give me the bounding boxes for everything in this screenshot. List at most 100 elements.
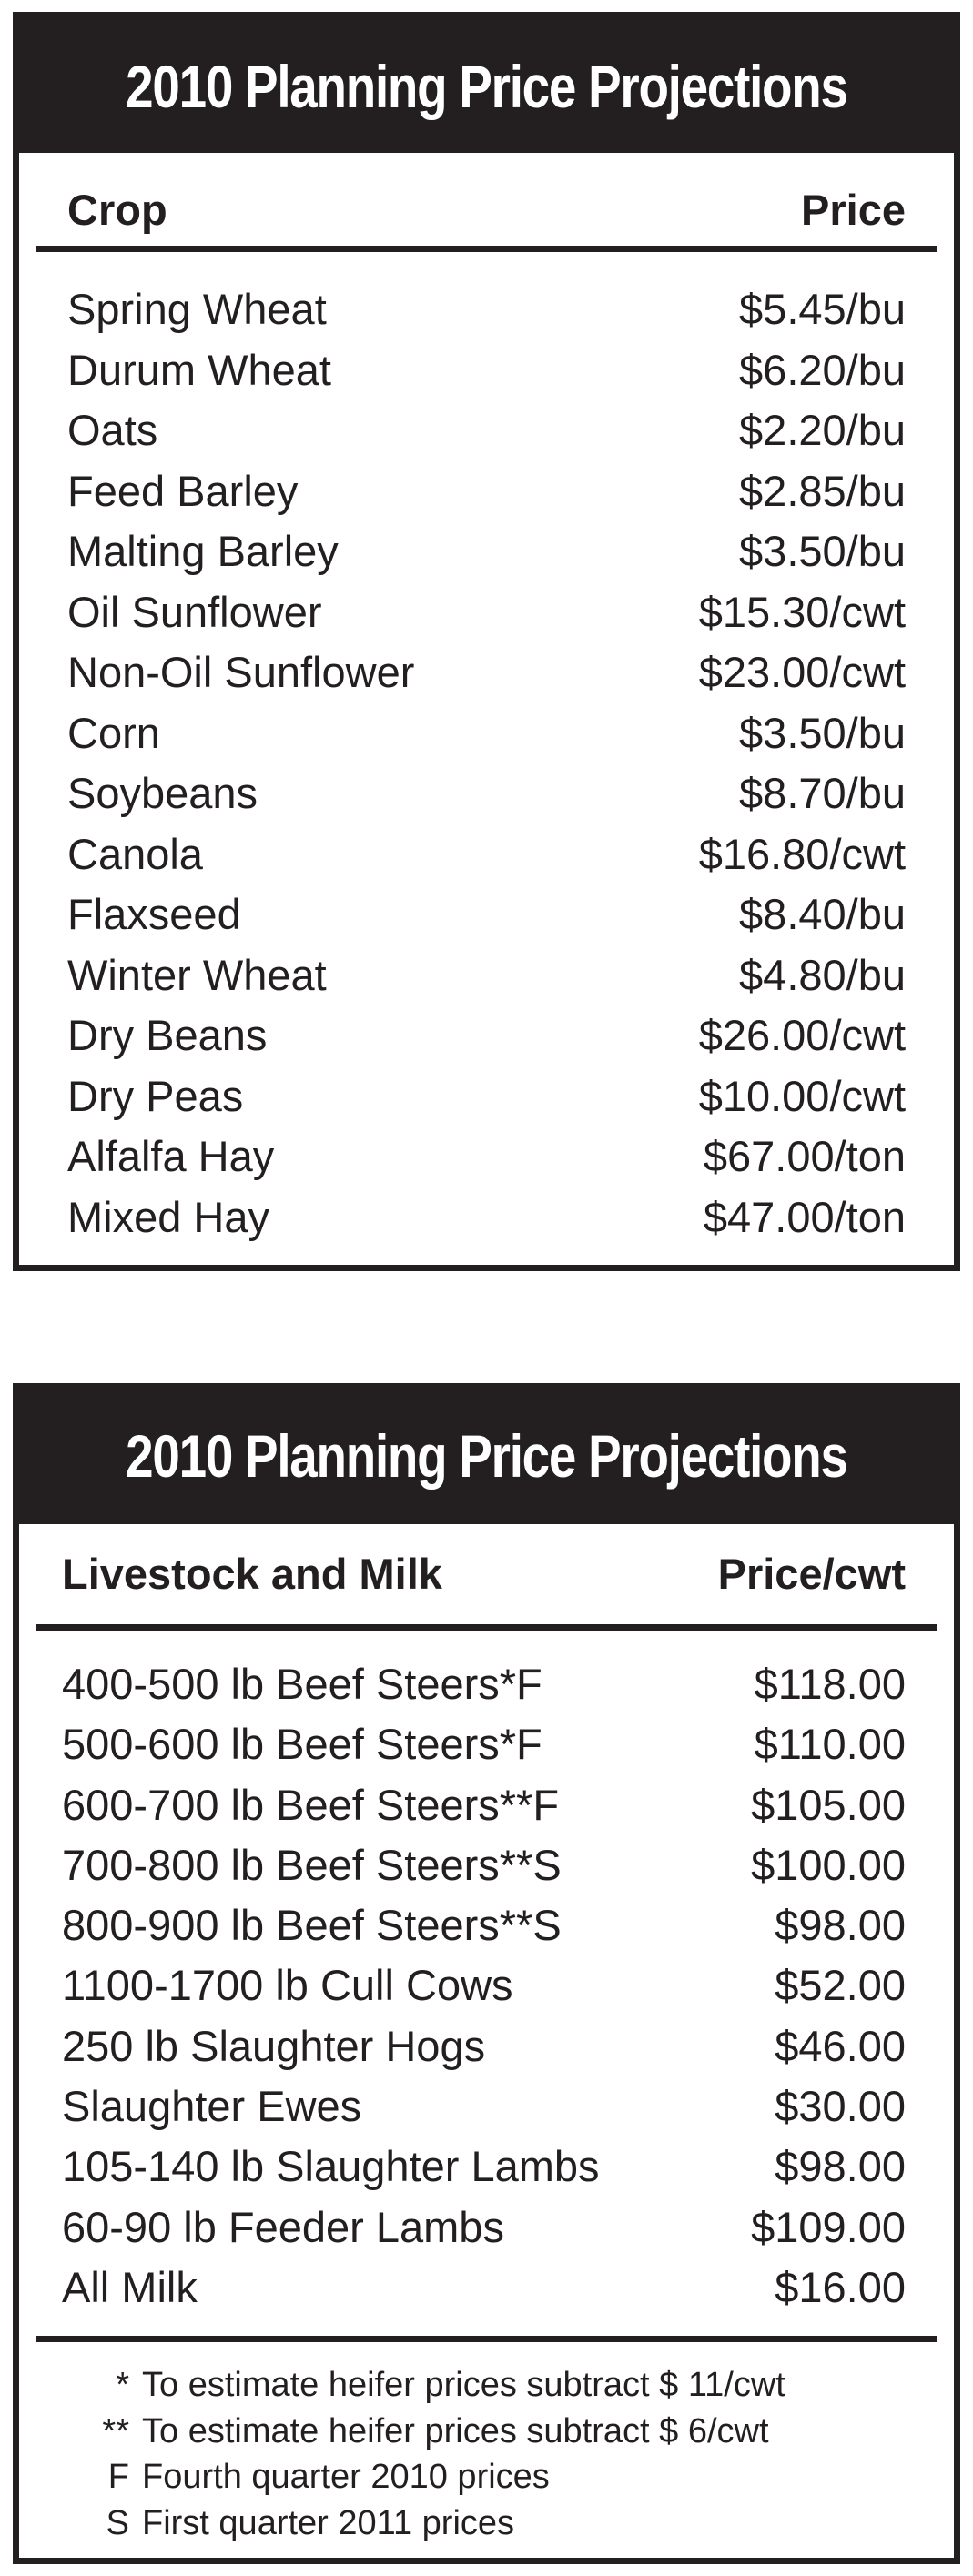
table-row: 250 lb Slaughter Hogs $46.00 bbox=[62, 2016, 906, 2076]
table-row: 60-90 lb Feeder Lambs $109.00 bbox=[62, 2197, 906, 2258]
table-row: Malting Barley $3.50/bu bbox=[67, 521, 906, 582]
footnote-text: To estimate heifer prices subtract $ 11/… bbox=[142, 2366, 785, 2405]
footnote-symbol: S bbox=[106, 2503, 129, 2542]
item-price: $5.45/bu bbox=[739, 285, 906, 333]
item-price: $110.00 bbox=[754, 1720, 906, 1769]
crop-table-header: Crop Price bbox=[36, 153, 937, 246]
table-row: 600-700 lb Beef Steers**F $105.00 bbox=[62, 1775, 906, 1835]
item-name: Canola bbox=[67, 829, 203, 878]
item-name: Mixed Hay bbox=[67, 1192, 270, 1241]
livestock-price-column-header: Price/cwt bbox=[717, 1550, 906, 1598]
table-row: Dry Beans $26.00/cwt bbox=[67, 1005, 906, 1066]
table-row: Canola $16.80/cwt bbox=[67, 824, 906, 885]
livestock-header-divider bbox=[36, 1624, 937, 1631]
crop-price-panel: 2010 Planning Price Projections Crop Pri… bbox=[13, 12, 960, 1271]
item-price: $98.00 bbox=[775, 2142, 906, 2191]
item-name: 700-800 lb Beef Steers**S bbox=[62, 1840, 562, 1889]
table-row: Non-Oil Sunflower $23.00/cwt bbox=[67, 642, 906, 703]
item-name: 1100-1700 lb Cull Cows bbox=[62, 1961, 513, 2010]
crop-panel-title: 2010 Planning Price Projections bbox=[19, 18, 954, 153]
footnotes: * To estimate heifer prices subtract $ 11… bbox=[36, 2342, 937, 2546]
table-row: Oats $2.20/bu bbox=[67, 400, 906, 461]
footnote-symbol: F bbox=[107, 2458, 129, 2497]
table-row: Dry Peas $10.00/cwt bbox=[67, 1066, 906, 1127]
item-price: $118.00 bbox=[754, 1660, 906, 1708]
item-price: $2.20/bu bbox=[739, 406, 906, 454]
item-price: $10.00/cwt bbox=[698, 1071, 906, 1120]
item-price: $100.00 bbox=[751, 1840, 906, 1889]
item-name: Non-Oil Sunflower bbox=[67, 648, 415, 696]
item-name: Slaughter Ewes bbox=[62, 2082, 362, 2131]
item-name: 60-90 lb Feeder Lambs bbox=[62, 2202, 504, 2251]
item-name: 105-140 lb Slaughter Lambs bbox=[62, 2142, 600, 2191]
crop-price-table: Crop Price Spring Wheat $5.45/bu Durum Whe… bbox=[36, 153, 937, 1248]
item-name: Corn bbox=[67, 708, 160, 757]
table-row: Slaughter Ewes $30.00 bbox=[62, 2076, 906, 2137]
table-row: All Milk $16.00 bbox=[62, 2258, 906, 2318]
table-row: 1100-1700 lb Cull Cows $52.00 bbox=[62, 1955, 906, 2015]
item-name: Winter Wheat bbox=[67, 950, 327, 999]
crop-column-header: Crop bbox=[67, 186, 167, 234]
item-name: Malting Barley bbox=[67, 527, 339, 575]
table-row: Feed Barley $2.85/bu bbox=[67, 461, 906, 522]
notes-divider bbox=[36, 2336, 937, 2343]
item-price: $47.00/ton bbox=[703, 1192, 906, 1241]
item-name: Spring Wheat bbox=[67, 285, 327, 333]
table-row: Soybeans $8.70/bu bbox=[67, 763, 906, 824]
livestock-price-panel: 2010 Planning Price Projections Livestoc… bbox=[13, 1383, 960, 2564]
table-row: Durum Wheat $6.20/bu bbox=[67, 340, 906, 401]
item-name: Alfalfa Hay bbox=[67, 1132, 275, 1180]
item-price: $8.70/bu bbox=[739, 769, 906, 817]
footnote: * To estimate heifer prices subtract $ 11… bbox=[93, 2362, 937, 2409]
item-name: Oil Sunflower bbox=[67, 587, 322, 636]
table-row: 400-500 lb Beef Steers*F $118.00 bbox=[62, 1654, 906, 1714]
livestock-table-header: Livestock and Milk Price/cwt bbox=[36, 1524, 937, 1624]
footnote-text: First quarter 2011 prices bbox=[142, 2503, 515, 2542]
item-price: $98.00 bbox=[775, 1901, 906, 1950]
table-row: Corn $3.50/bu bbox=[67, 703, 906, 764]
item-name: 400-500 lb Beef Steers*F bbox=[62, 1660, 542, 1708]
livestock-rows: 400-500 lb Beef Steers*F $118.00 500-600 l… bbox=[36, 1631, 937, 2318]
item-price: $3.50/bu bbox=[739, 708, 906, 757]
footnote-symbol: ** bbox=[102, 2411, 129, 2450]
item-price: $2.85/bu bbox=[739, 466, 906, 515]
item-name: Soybeans bbox=[67, 769, 258, 817]
footnote: S First quarter 2011 prices bbox=[93, 2500, 937, 2547]
table-row: Winter Wheat $4.80/bu bbox=[67, 945, 906, 1006]
item-name: Dry Beans bbox=[67, 1011, 268, 1059]
item-price: $15.30/cwt bbox=[698, 587, 906, 636]
crop-price-column-header: Price bbox=[801, 186, 906, 234]
table-row: 500-600 lb Beef Steers*F $110.00 bbox=[62, 1714, 906, 1774]
item-price: $46.00 bbox=[775, 2021, 906, 2070]
table-row: Mixed Hay $47.00/ton bbox=[67, 1187, 906, 1248]
table-row: Flaxseed $8.40/bu bbox=[67, 884, 906, 945]
item-name: Flaxseed bbox=[67, 890, 241, 938]
table-row: Alfalfa Hay $67.00/ton bbox=[67, 1126, 906, 1187]
item-name: Oats bbox=[67, 406, 158, 454]
livestock-panel-title: 2010 Planning Price Projections bbox=[19, 1389, 954, 1524]
crop-header-divider bbox=[36, 246, 937, 252]
table-row: 800-900 lb Beef Steers**S $98.00 bbox=[62, 1895, 906, 1955]
livestock-price-table: Livestock and Milk Price/cwt 400-500 lb … bbox=[36, 1524, 937, 2546]
item-price: $105.00 bbox=[751, 1780, 906, 1829]
item-name: All Milk bbox=[62, 2262, 198, 2311]
item-price: $109.00 bbox=[751, 2202, 906, 2251]
item-name: 250 lb Slaughter Hogs bbox=[62, 2021, 486, 2070]
item-name: 500-600 lb Beef Steers*F bbox=[62, 1720, 542, 1769]
item-price: $8.40/bu bbox=[739, 890, 906, 938]
item-price: $30.00 bbox=[775, 2082, 906, 2131]
table-row: 105-140 lb Slaughter Lambs $98.00 bbox=[62, 2137, 906, 2197]
item-price: $4.80/bu bbox=[739, 950, 906, 999]
item-name: Durum Wheat bbox=[67, 345, 331, 394]
footnote-text: To estimate heifer prices subtract $ 6/c… bbox=[142, 2411, 769, 2450]
item-price: $3.50/bu bbox=[739, 527, 906, 575]
footnote: F Fourth quarter 2010 prices bbox=[93, 2454, 937, 2500]
footnote-text: Fourth quarter 2010 prices bbox=[142, 2458, 550, 2497]
table-row: Spring Wheat $5.45/bu bbox=[67, 279, 906, 340]
item-price: $26.00/cwt bbox=[698, 1011, 906, 1059]
item-name: 800-900 lb Beef Steers**S bbox=[62, 1901, 562, 1950]
livestock-column-header: Livestock and Milk bbox=[62, 1550, 442, 1598]
crop-rows: Spring Wheat $5.45/bu Durum Wheat $6.20/bu O… bbox=[36, 252, 937, 1248]
footnote-symbol: * bbox=[116, 2366, 129, 2405]
item-name: 600-700 lb Beef Steers**F bbox=[62, 1780, 560, 1829]
